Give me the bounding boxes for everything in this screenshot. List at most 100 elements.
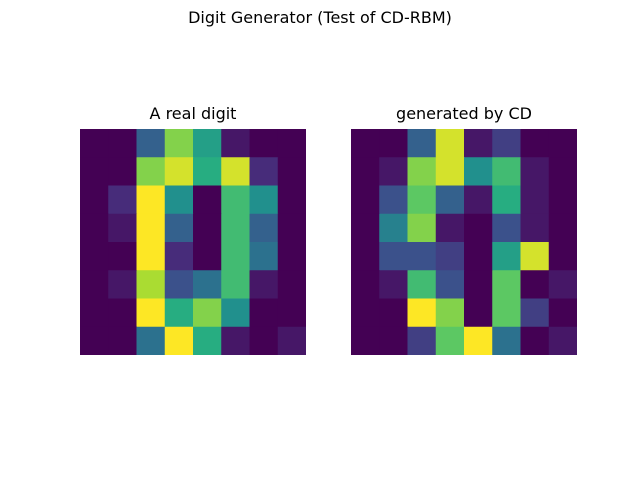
heatmap-cell — [108, 129, 138, 158]
heatmap-cell — [379, 242, 409, 271]
heatmap-cell — [136, 270, 166, 300]
heatmap-cell — [80, 242, 109, 271]
heatmap-cell — [80, 157, 109, 187]
heatmap-cell — [435, 213, 465, 243]
heatmap-cell — [548, 326, 577, 355]
heatmap-cell — [80, 298, 109, 328]
heatmap-generated-digit — [351, 129, 577, 355]
heatmap-cell — [80, 326, 109, 355]
heatmap-cell — [548, 270, 577, 300]
heatmap-cell — [464, 185, 493, 215]
heatmap-cell — [492, 213, 522, 243]
heatmap-cell — [492, 242, 522, 271]
heatmap-cell — [249, 270, 279, 300]
heatmap-cell — [193, 185, 222, 215]
heatmap-cell — [435, 326, 465, 355]
heatmap-cell — [548, 157, 577, 187]
heatmap-cell — [193, 298, 222, 328]
heatmap-cell — [548, 242, 577, 271]
heatmap-cell — [108, 157, 138, 187]
heatmap-cell — [193, 129, 222, 158]
heatmap-cell — [351, 185, 380, 215]
heatmap-cell — [520, 270, 550, 300]
heatmap-cell — [136, 129, 166, 158]
heatmap-cell — [193, 157, 222, 187]
heatmap-cell — [221, 185, 251, 215]
heatmap-cell — [520, 157, 550, 187]
heatmap-cell — [492, 185, 522, 215]
heatmap-cell — [108, 213, 138, 243]
heatmap-cell — [249, 157, 279, 187]
heatmap-cell — [136, 242, 166, 271]
heatmap-cell — [164, 270, 194, 300]
heatmap-cell — [351, 270, 380, 300]
heatmap-cell — [164, 185, 194, 215]
heatmap-cell — [249, 129, 279, 158]
heatmap-cell — [277, 326, 306, 355]
heatmap-cell — [80, 213, 109, 243]
heatmap-cell — [379, 298, 409, 328]
heatmap-cell — [407, 298, 437, 328]
heatmap-cell — [80, 270, 109, 300]
heatmap-cell — [351, 298, 380, 328]
heatmap-cell — [379, 270, 409, 300]
heatmap-cell — [435, 129, 465, 158]
figure-title: Digit Generator (Test of CD-RBM) — [188, 8, 452, 27]
heatmap-cell — [520, 185, 550, 215]
heatmap-cell — [548, 213, 577, 243]
heatmap-cell — [136, 298, 166, 328]
heatmap-cell — [108, 242, 138, 271]
heatmap-cell — [407, 326, 437, 355]
heatmap-cell — [249, 298, 279, 328]
heatmap-cell — [407, 157, 437, 187]
heatmap-cell — [164, 298, 194, 328]
heatmap-cell — [407, 213, 437, 243]
heatmap-cell — [520, 213, 550, 243]
heatmap-cell — [221, 270, 251, 300]
heatmap-cell — [520, 298, 550, 328]
heatmap-cell — [379, 326, 409, 355]
heatmap-cell — [520, 129, 550, 158]
heatmap-cell — [379, 129, 409, 158]
heatmap-cell — [277, 129, 306, 158]
heatmap-cell — [193, 270, 222, 300]
heatmap-cell — [435, 242, 465, 271]
heatmap-cell — [351, 242, 380, 271]
heatmap-cell — [464, 157, 493, 187]
heatmap-cell — [249, 213, 279, 243]
heatmap-cell — [520, 326, 550, 355]
heatmap-real-digit — [80, 129, 306, 355]
heatmap-cell — [520, 242, 550, 271]
heatmap-cell — [249, 326, 279, 355]
heatmap-cell — [548, 298, 577, 328]
heatmap-cell — [407, 242, 437, 271]
heatmap-cell — [464, 213, 493, 243]
heatmap-cell — [435, 185, 465, 215]
heatmap-cell — [379, 213, 409, 243]
heatmap-cell — [464, 326, 493, 355]
heatmap-cell — [277, 298, 306, 328]
heatmap-cell — [464, 270, 493, 300]
heatmap-cell — [351, 157, 380, 187]
heatmap-cell — [193, 326, 222, 355]
heatmap-cell — [492, 157, 522, 187]
heatmap-cell — [221, 213, 251, 243]
heatmap-cell — [351, 129, 380, 158]
heatmap-cell — [193, 213, 222, 243]
heatmap-cell — [80, 185, 109, 215]
heatmap-cell — [221, 298, 251, 328]
heatmap-cell — [548, 185, 577, 215]
heatmap-cell — [379, 185, 409, 215]
heatmap-cell — [277, 242, 306, 271]
panel-title-generated: generated by CD — [396, 104, 532, 123]
heatmap-cell — [164, 326, 194, 355]
heatmap-cell — [277, 157, 306, 187]
heatmap-cell — [108, 185, 138, 215]
heatmap-cell — [164, 242, 194, 271]
heatmap-cell — [277, 185, 306, 215]
heatmap-cell — [108, 298, 138, 328]
heatmap-cell — [435, 298, 465, 328]
heatmap-cell — [379, 157, 409, 187]
heatmap-cell — [136, 326, 166, 355]
heatmap-cell — [164, 157, 194, 187]
